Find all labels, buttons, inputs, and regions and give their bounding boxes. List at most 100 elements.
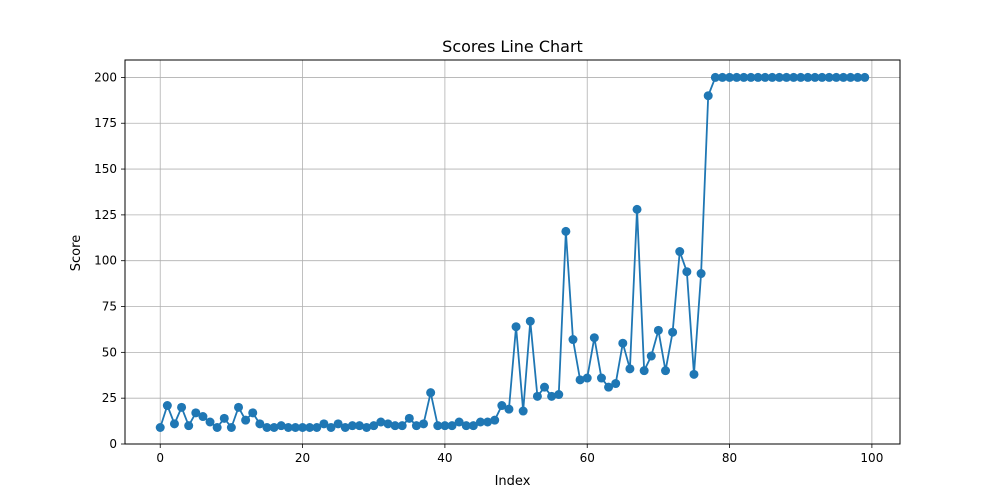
- data-point: [781, 72, 791, 82]
- data-point: [433, 421, 443, 431]
- data-point: [155, 423, 165, 432]
- data-point: [547, 391, 557, 401]
- y-tick-label: 50: [102, 345, 117, 359]
- y-tick-label: 100: [94, 254, 117, 268]
- data-point: [191, 408, 201, 418]
- data-point: [554, 390, 564, 400]
- data-point: [312, 423, 322, 432]
- data-point: [454, 417, 464, 427]
- data-point: [696, 269, 706, 279]
- grid-lines: [125, 60, 900, 445]
- data-point: [468, 421, 478, 431]
- data-point: [853, 72, 863, 82]
- data-point: [532, 391, 542, 401]
- data-point: [568, 335, 578, 345]
- data-point: [589, 333, 599, 343]
- data-point: [198, 412, 208, 422]
- chart-title: Scores Line Chart: [442, 37, 583, 56]
- data-point: [319, 419, 329, 429]
- y-tick-label: 125: [94, 208, 117, 222]
- x-tick-label: 100: [860, 451, 883, 465]
- data-point: [162, 401, 172, 411]
- data-point: [169, 419, 179, 429]
- data-point: [810, 72, 820, 82]
- y-tick-label: 25: [102, 391, 117, 405]
- y-tick-label: 150: [94, 162, 117, 176]
- data-point: [561, 226, 571, 236]
- data-point: [255, 419, 265, 429]
- data-point: [860, 72, 870, 82]
- data-point: [504, 404, 514, 414]
- data-point: [824, 72, 834, 82]
- x-tick-label: 60: [580, 451, 595, 465]
- data-point: [411, 421, 421, 431]
- data-point: [376, 417, 386, 427]
- plot-frame: [124, 59, 901, 445]
- data-point: [461, 421, 471, 431]
- data-point: [475, 417, 485, 427]
- data-point: [276, 421, 286, 431]
- data-point: [483, 417, 493, 427]
- data-point: [639, 366, 649, 376]
- data-point: [625, 364, 635, 374]
- data-point: [518, 406, 528, 416]
- y-tick-label: 200: [94, 70, 117, 84]
- data-point: [212, 423, 222, 432]
- data-point: [426, 388, 436, 398]
- data-point: [404, 413, 414, 423]
- data-point: [582, 373, 592, 383]
- data-point: [497, 401, 507, 411]
- data-point: [333, 419, 343, 429]
- data-point: [653, 325, 663, 335]
- data-point: [540, 382, 550, 392]
- data-point: [682, 267, 692, 277]
- y-tick-label: 175: [94, 116, 117, 130]
- data-point: [575, 375, 585, 385]
- series-line: [159, 76, 865, 429]
- data-point: [725, 72, 735, 82]
- data-point: [362, 423, 372, 432]
- data-point: [234, 402, 244, 412]
- data-point: [269, 423, 279, 432]
- data-point: [732, 72, 742, 82]
- data-point: [369, 421, 379, 431]
- data-point: [419, 419, 429, 429]
- data-point: [717, 72, 727, 82]
- data-point: [219, 413, 229, 423]
- data-point: [326, 423, 336, 432]
- x-tick-label: 0: [156, 451, 164, 465]
- data-point: [248, 408, 258, 418]
- data-point: [390, 421, 400, 431]
- data-point: [340, 423, 350, 432]
- data-point: [789, 72, 799, 82]
- data-point: [347, 421, 357, 431]
- data-point: [760, 72, 770, 82]
- data-point: [774, 72, 784, 82]
- data-point: [611, 379, 621, 389]
- data-point: [796, 72, 806, 82]
- data-point: [177, 402, 187, 412]
- data-point: [817, 72, 827, 82]
- data-point: [618, 338, 628, 348]
- data-point: [689, 369, 699, 379]
- data-point: [525, 316, 535, 326]
- x-axis-ticks: 0 20 40 60 80 100: [156, 444, 883, 465]
- data-point: [283, 423, 293, 432]
- data-point: [753, 72, 763, 82]
- data-point: [668, 327, 678, 337]
- data-point: [632, 204, 642, 214]
- data-point: [354, 421, 364, 431]
- data-point: [661, 366, 671, 376]
- series-line-group: [159, 76, 865, 429]
- data-point: [440, 421, 450, 431]
- data-point: [767, 72, 777, 82]
- data-point: [397, 421, 407, 431]
- data-point: [290, 423, 300, 432]
- data-point: [746, 72, 756, 82]
- data-point: [831, 72, 841, 82]
- data-point: [846, 72, 856, 82]
- data-point: [447, 421, 457, 431]
- x-tick-label: 80: [722, 451, 737, 465]
- data-point: [703, 91, 713, 101]
